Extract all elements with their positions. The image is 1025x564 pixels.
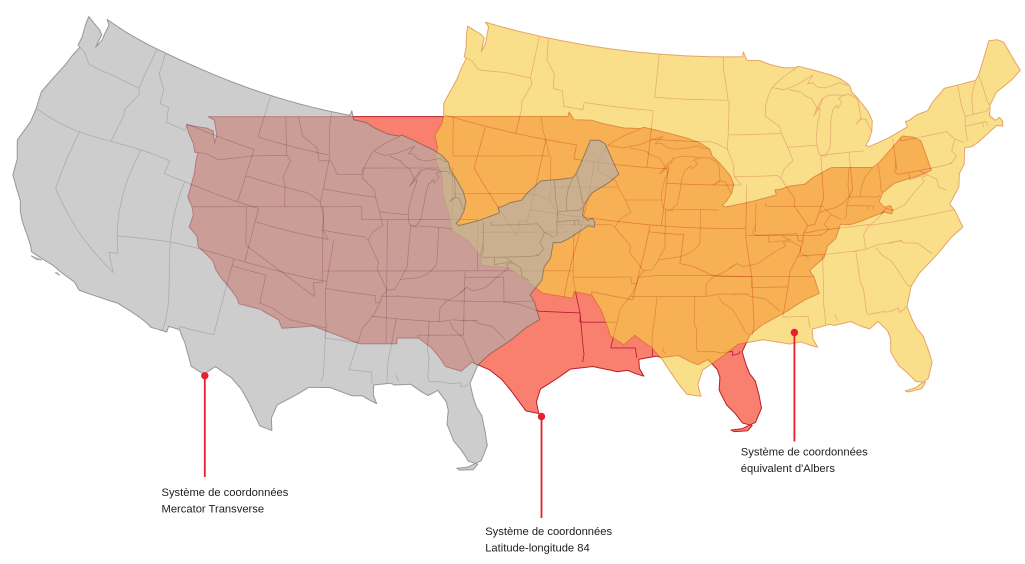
svg-text:Système de coordonnées: Système de coordonnées — [162, 487, 289, 499]
svg-text:Système de coordonnées: Système de coordonnées — [485, 526, 612, 538]
svg-text:Mercator Transverse: Mercator Transverse — [162, 503, 265, 515]
svg-text:Système de coordonnées: Système de coordonnées — [741, 447, 868, 459]
svg-text:équivalent d'Albers: équivalent d'Albers — [741, 463, 836, 475]
svg-text:Latitude-longitude 84: Latitude-longitude 84 — [485, 543, 590, 555]
